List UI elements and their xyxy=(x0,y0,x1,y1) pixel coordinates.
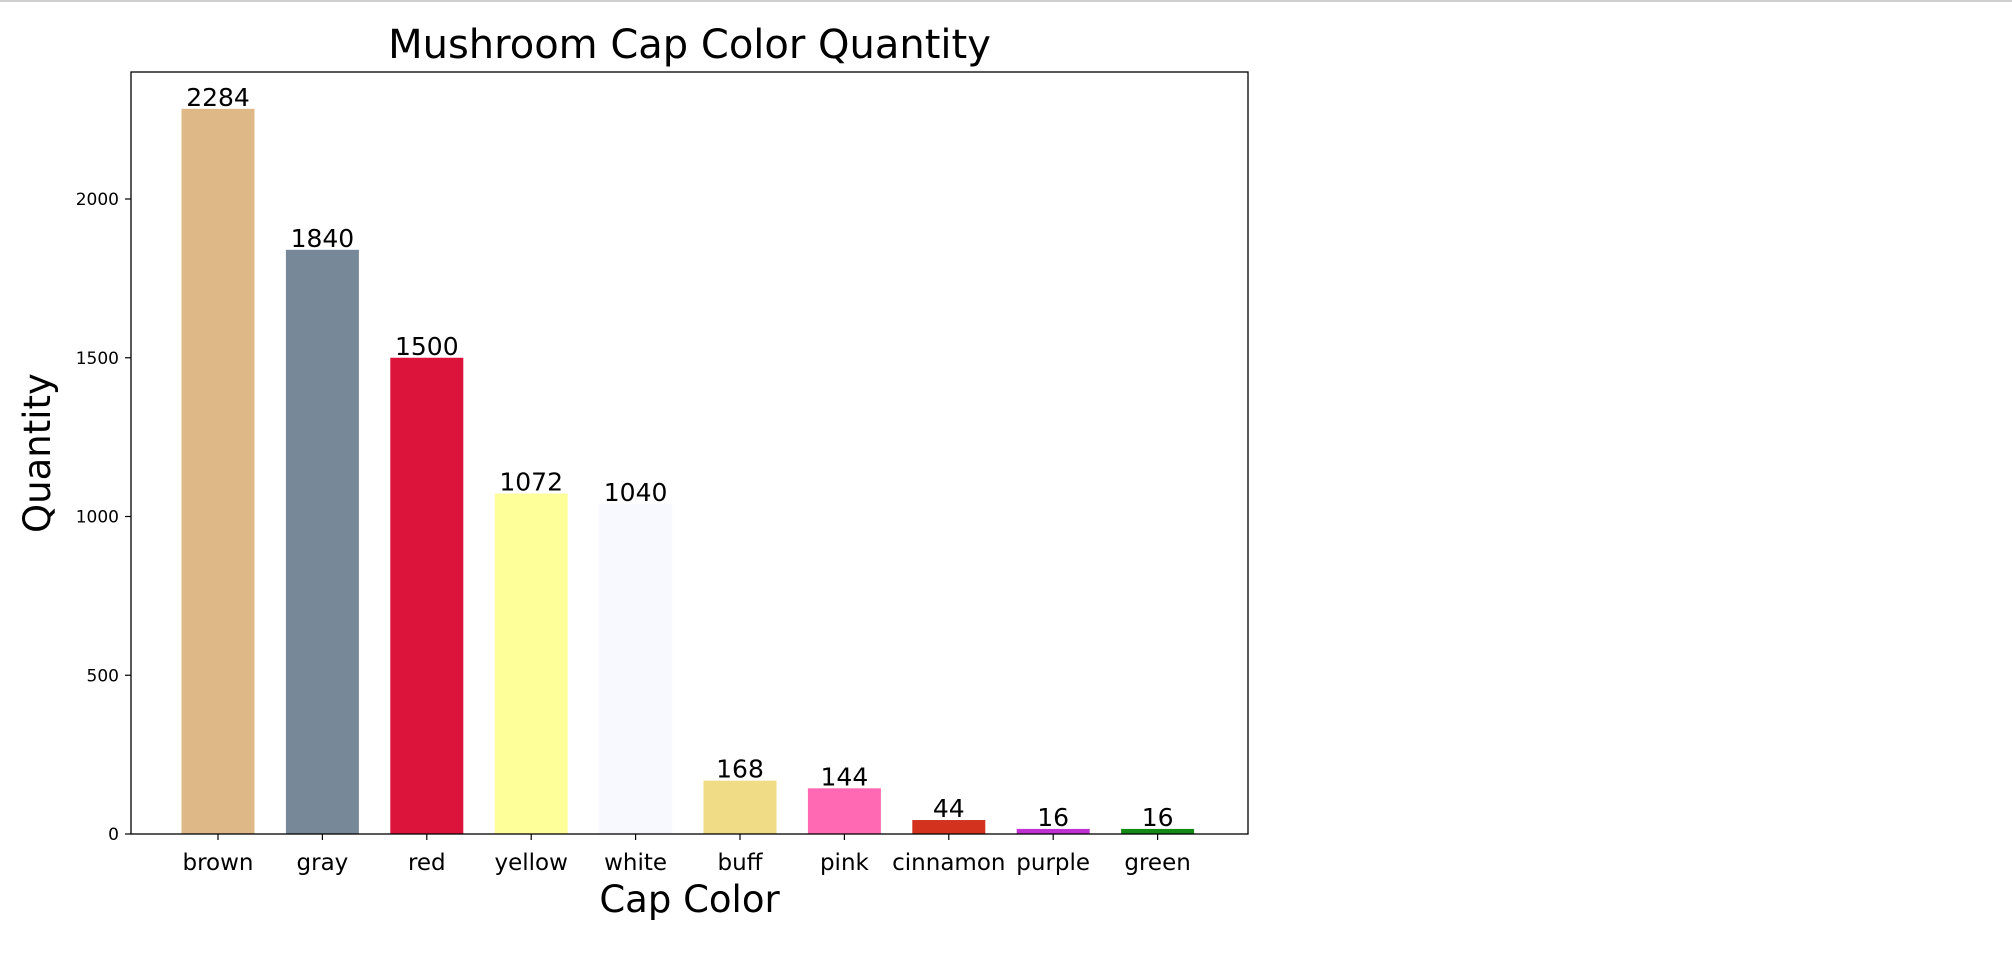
bar-cinnamon xyxy=(912,820,986,834)
chart-title: Mushroom Cap Color Quantity xyxy=(388,22,991,68)
bar-value-label-yellow: 1072 xyxy=(499,468,563,497)
x-tick-label-cinnamon: cinnamon xyxy=(892,850,1005,876)
x-tick-label-gray: gray xyxy=(297,850,349,876)
bar-value-label-green: 16 xyxy=(1142,803,1174,832)
x-tick-label-yellow: yellow xyxy=(494,850,567,876)
plot-frame xyxy=(130,71,1249,835)
bar-labels-group: 2284 1840 1500 1072 1040 168 144 44 16 16 xyxy=(186,83,1173,832)
y-tick-label-500: 500 xyxy=(87,666,119,686)
x-tick-label-purple: purple xyxy=(1016,850,1090,876)
y-axis-label: Quantity xyxy=(16,373,59,533)
x-tick-label-green: green xyxy=(1124,850,1190,876)
bar-value-label-purple: 16 xyxy=(1037,803,1069,832)
x-tick-label-white: white xyxy=(604,850,667,876)
y-tick-label-0: 0 xyxy=(108,825,119,845)
x-tick-label-red: red xyxy=(408,850,446,876)
x-tick-label-pink: pink xyxy=(820,850,870,876)
bar-red xyxy=(390,357,464,834)
bar-white xyxy=(599,503,673,834)
bar-value-label-red: 1500 xyxy=(395,332,459,361)
bar-yellow xyxy=(494,493,568,834)
bar-value-label-buff: 168 xyxy=(716,755,764,784)
bar-value-label-gray: 1840 xyxy=(291,224,355,253)
bar-value-label-brown: 2284 xyxy=(186,83,250,112)
bar-value-label-cinnamon: 44 xyxy=(933,794,965,823)
y-tick-label-2000: 2000 xyxy=(76,190,119,210)
x-tick-label-brown: brown xyxy=(182,850,253,876)
x-axis-ticks: brown gray red yellow white buff pink cinnamon p… xyxy=(182,834,1191,876)
y-axis-ticks: 0 500 1000 1500 2000 xyxy=(76,190,131,845)
top-divider xyxy=(0,0,2012,2)
bar-purple xyxy=(1016,828,1090,834)
bar-pink xyxy=(807,788,881,834)
bar-brown xyxy=(181,108,255,834)
bar-buff xyxy=(703,780,777,834)
bars-group xyxy=(181,108,1195,835)
y-tick-label-1000: 1000 xyxy=(76,508,119,528)
bar-value-label-pink: 144 xyxy=(821,762,869,791)
x-axis-label: Cap Color xyxy=(599,878,780,921)
x-tick-label-buff: buff xyxy=(717,850,763,876)
y-tick-label-1500: 1500 xyxy=(76,349,119,369)
bar-value-label-white: 1040 xyxy=(604,478,668,507)
bar-green xyxy=(1121,828,1195,834)
bar-gray xyxy=(285,249,359,835)
